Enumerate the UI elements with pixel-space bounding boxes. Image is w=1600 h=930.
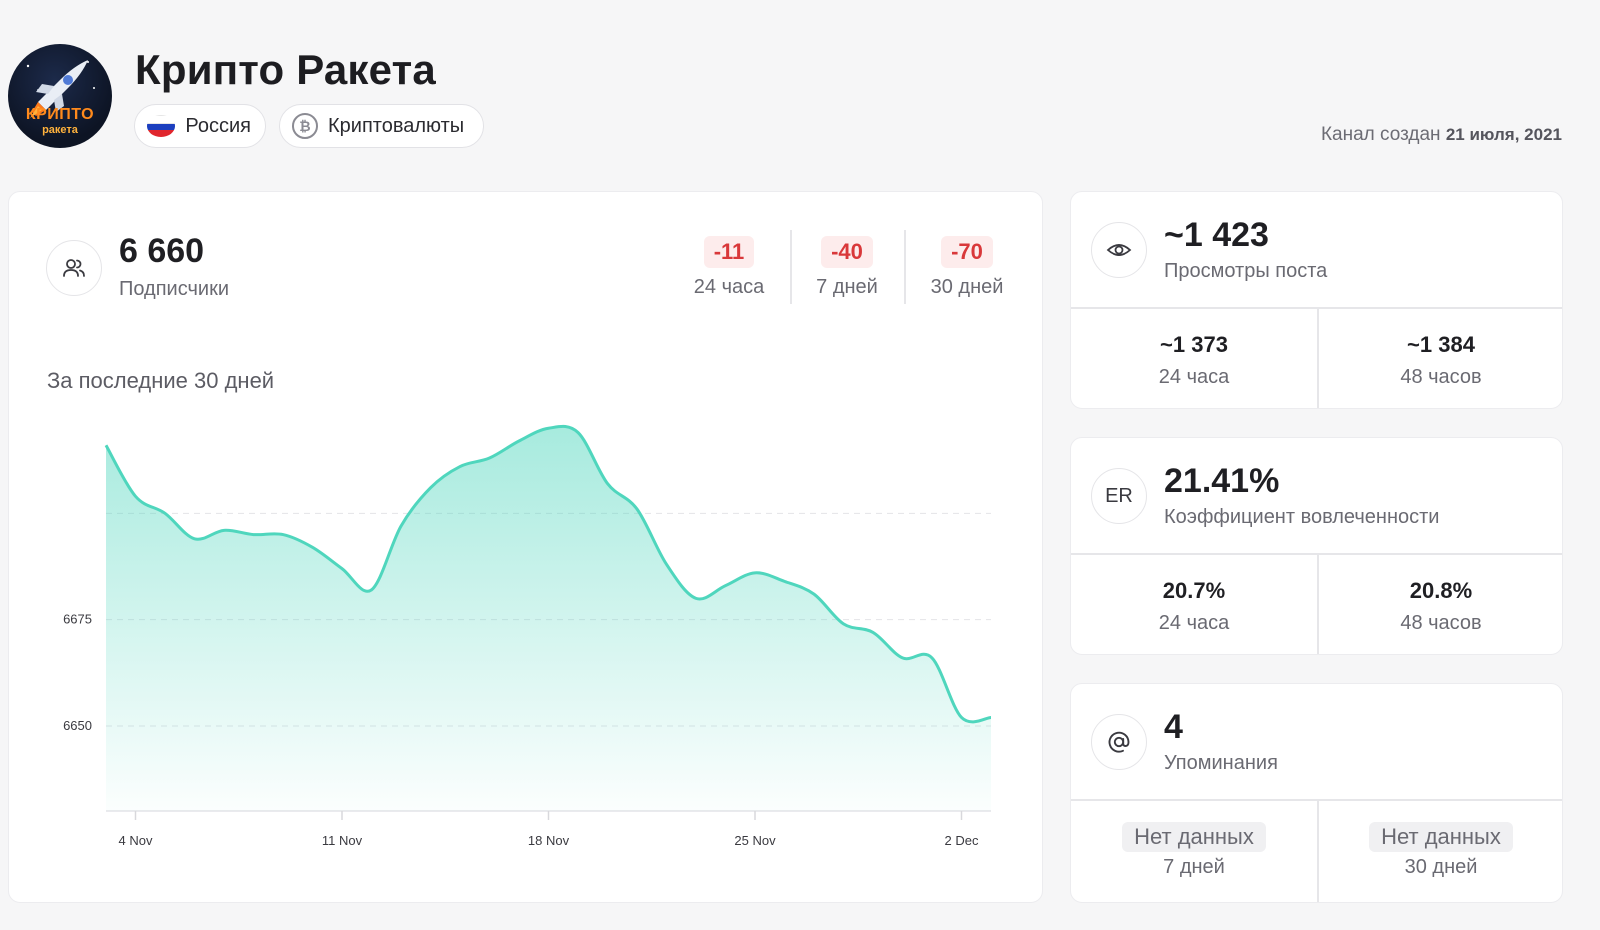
- subscribers-chart[interactable]: 6675 6650 4 Nov 11 Nov 18 Nov 25 Nov 2 Dec: [9, 192, 1044, 904]
- engagement-card: ER 21.41% Коэффициент вовлеченности 20.7…: [1070, 437, 1563, 655]
- divider: [1317, 553, 1319, 654]
- er-24h-label: 24 часа: [1158, 612, 1230, 634]
- mentions-30d: Нет данных 30 дней: [1318, 822, 1564, 879]
- x-tick-label: 11 Nov: [322, 833, 363, 848]
- x-tick-label: 25 Nov: [734, 833, 776, 848]
- created-label: Канал создан: [1320, 124, 1441, 145]
- y-tick-label: 6650: [63, 718, 92, 733]
- channel-avatar: КРИПТО ракета: [8, 44, 112, 148]
- views-24h-value: ~1 373: [1160, 332, 1228, 357]
- divider: [1317, 307, 1319, 408]
- rocket-icon: [26, 60, 95, 118]
- mentions-7d-value: Нет данных: [1122, 822, 1266, 852]
- users-icon: [46, 240, 102, 296]
- subscribers-label: Подписчики: [119, 278, 230, 300]
- mentions-label: Упоминания: [1164, 752, 1278, 774]
- category-label: Криптовалюты: [328, 114, 465, 137]
- divider: [1071, 799, 1562, 801]
- er-48h-value: 20.8%: [1409, 578, 1473, 603]
- x-tick-label: 18 Nov: [528, 833, 570, 848]
- eye-icon: [1091, 222, 1147, 278]
- er-icon-text: ER: [1105, 484, 1133, 507]
- delta-24h-period: 24 часа: [693, 276, 765, 298]
- divider: [1317, 799, 1319, 902]
- series-area: [106, 426, 991, 811]
- mentions-30d-value: Нет данных: [1369, 822, 1513, 852]
- chart-heading: За последние 30 дней: [47, 368, 275, 393]
- category-chip[interactable]: ₿ Криптовалюты: [279, 104, 484, 148]
- at-icon: [1091, 714, 1147, 770]
- delta-30d-value: -70: [941, 236, 993, 268]
- delta-divider: [904, 230, 906, 304]
- er-label: Коэффициент вовлеченности: [1164, 506, 1440, 528]
- views-48h-label: 48 часов: [1400, 366, 1482, 388]
- y-tick-label: 6675: [63, 612, 92, 627]
- mentions-30d-label: 30 дней: [1404, 856, 1478, 878]
- views-24h-label: 24 часа: [1158, 366, 1230, 388]
- views-48h-value: ~1 384: [1407, 332, 1475, 357]
- divider: [1071, 307, 1562, 309]
- views-label: Просмотры поста: [1164, 260, 1328, 282]
- er-24h-value: 20.7%: [1162, 578, 1226, 603]
- mentions-value: 4: [1164, 708, 1183, 746]
- views-24h: ~1 373 24 часа: [1071, 332, 1317, 389]
- views-value: ~1 423: [1164, 216, 1269, 254]
- delta-24h: -11 24 часа: [674, 236, 784, 299]
- series-line: [104, 424, 992, 724]
- created-date: 21 июля, 2021: [1445, 125, 1562, 144]
- russia-flag-icon: [147, 115, 176, 137]
- channel-title: Крипто Ракета: [135, 46, 436, 93]
- er-48h-label: 48 часов: [1400, 612, 1482, 634]
- bitcoin-icon: ₿: [292, 113, 318, 139]
- delta-7d: -40 7 дней: [792, 236, 902, 299]
- delta-7d-period: 7 дней: [816, 276, 878, 298]
- mentions-7d: Нет данных 7 дней: [1071, 822, 1317, 879]
- divider: [1071, 553, 1562, 555]
- delta-30d: -70 30 дней: [912, 236, 1022, 299]
- x-tick-label: 4 Nov: [119, 833, 153, 848]
- er-value: 21.41%: [1164, 462, 1280, 500]
- mentions-card: 4 Упоминания Нет данных 7 дней Нет данны…: [1070, 683, 1563, 903]
- er-24h: 20.7% 24 часа: [1071, 578, 1317, 635]
- delta-divider: [790, 230, 792, 304]
- country-label: Россия: [185, 114, 251, 137]
- avatar-text-primary: КРИПТО: [25, 106, 95, 123]
- x-tick-label: 2 Dec: [945, 833, 979, 848]
- avatar-text-secondary: ракета: [42, 124, 78, 136]
- subscribers-count: 6 660: [119, 232, 205, 270]
- delta-30d-period: 30 дней: [930, 276, 1004, 298]
- channel-created: Канал создан 21 июля, 2021: [1321, 124, 1562, 146]
- subscribers-card: 6 660 Подписчики -11 24 часа -40 7 дней …: [8, 191, 1043, 903]
- delta-24h-value: -11: [703, 236, 755, 268]
- views-card: ~1 423 Просмотры поста ~1 373 24 часа ~1…: [1070, 191, 1563, 409]
- views-48h: ~1 384 48 часов: [1318, 332, 1564, 389]
- country-chip[interactable]: Россия: [134, 104, 266, 148]
- mentions-7d-label: 7 дней: [1163, 856, 1225, 878]
- er-icon: ER: [1091, 468, 1147, 524]
- er-48h: 20.8% 48 часов: [1318, 578, 1564, 635]
- delta-7d-value: -40: [821, 236, 873, 268]
